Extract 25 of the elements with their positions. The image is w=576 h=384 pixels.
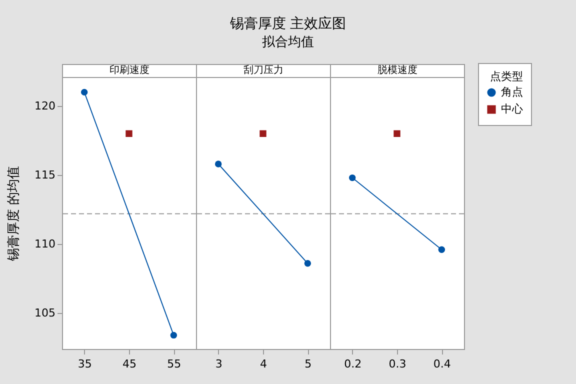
y-axis-title: 锡膏厚度 的均值 [6, 166, 22, 262]
point [126, 130, 132, 137]
x-tick-label: 5 [304, 358, 312, 370]
x-tick-label: 4 [260, 358, 267, 370]
chart-title: 刮刀压力 [196, 64, 331, 77]
legend-title: 点类型 [490, 70, 523, 83]
x-tick-label: 35 [78, 358, 92, 370]
y-tick-label: 115 [34, 168, 56, 182]
x-tick-label: 3 [215, 358, 222, 370]
text: 锡膏厚度 主效应图 [228, 15, 348, 34]
x-tick-label: 45 [122, 358, 136, 370]
text: 拟合均值 [261, 34, 315, 52]
legend-label: 角点 [501, 86, 523, 98]
y-tick-label: 110 [34, 238, 56, 251]
point [80, 88, 88, 96]
x-tick-label: 0.2 [344, 358, 362, 370]
chart-title: 印刷速度 [62, 64, 197, 77]
y-tick-label: 105 [34, 306, 56, 320]
point [170, 332, 178, 339]
y-tick-label: 120 [34, 99, 56, 112]
legend-label: 中心 [501, 102, 523, 116]
x-tick-label: 0.3 [388, 358, 406, 370]
x-tick-label: 0.4 [433, 358, 451, 370]
x-tick-label: 55 [167, 358, 182, 370]
chart-title: 脱模速度 [330, 64, 465, 77]
